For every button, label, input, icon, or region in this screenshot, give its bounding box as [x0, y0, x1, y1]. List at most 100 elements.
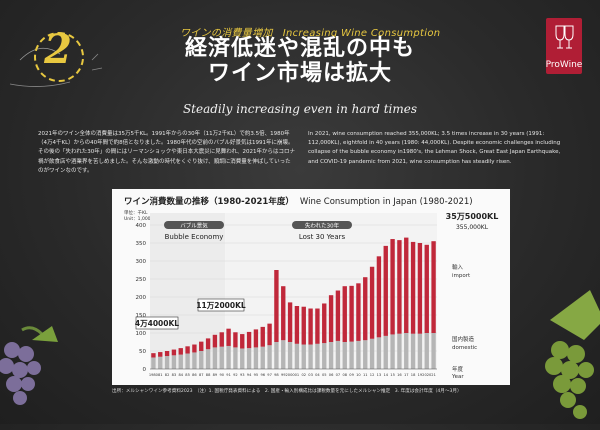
x-tick-label: 07 — [336, 373, 341, 377]
x-tick-label: 10 — [356, 373, 361, 377]
bar-import — [192, 344, 197, 353]
bar-import — [383, 245, 388, 336]
bar-import — [199, 341, 204, 351]
unit-en: Unit：1,000KL — [124, 216, 157, 222]
x-tick-label: 17 — [404, 373, 409, 377]
bar-domestic — [199, 351, 204, 369]
legend-domestic-ja: 国内製造 — [452, 335, 475, 343]
topic-heading: ワインの消費量増加 Increasing Wine Consumption — [180, 24, 440, 39]
x-tick-label: 14 — [383, 373, 388, 377]
x-tick-label: 94 — [247, 373, 252, 377]
bar-import — [226, 328, 231, 346]
callout-1980: 4万4000KL — [135, 319, 179, 328]
bar-domestic — [267, 345, 272, 369]
x-tick-label: 93 — [240, 373, 245, 377]
era-lost-pill — [292, 221, 352, 229]
page-title: 経済低迷や混乱の中も ワイン市場は拡大 — [140, 36, 460, 86]
legend-import-en: import — [452, 273, 471, 279]
bar-import — [185, 346, 190, 354]
bar-domestic — [363, 340, 368, 369]
wine-glass-icon — [555, 25, 574, 49]
bar-domestic — [376, 337, 382, 369]
bar-import — [328, 295, 334, 342]
bar-import — [369, 266, 375, 339]
x-tick-label: 15 — [390, 373, 395, 377]
x-tick-label: 97 — [267, 373, 272, 377]
x-tick-label: 08 — [342, 373, 347, 377]
x-tick-label: 84 — [178, 373, 183, 377]
bar-domestic — [417, 333, 423, 369]
legend-import-ja: 輸入 — [452, 263, 464, 271]
callout-2021-sub: 355,000KL — [456, 224, 489, 231]
bar-domestic — [178, 354, 183, 369]
section-number: 2 — [44, 26, 72, 73]
bar-import — [363, 277, 368, 341]
bar-import — [390, 239, 395, 335]
bar-import — [178, 348, 183, 355]
bar-domestic — [164, 356, 170, 369]
bar-import — [404, 237, 409, 333]
bar-import — [219, 332, 224, 347]
y-tick-label: 250 — [136, 277, 147, 283]
bar-import — [424, 244, 429, 333]
bar-import — [356, 283, 361, 341]
y-tick-label: 300 — [136, 259, 147, 265]
callout-1991: 11万2000KL — [196, 301, 246, 310]
x-tick-label: 82 — [165, 373, 170, 377]
bar-import — [431, 241, 436, 333]
era-bubble-pill — [164, 221, 224, 229]
bar-import — [274, 270, 279, 342]
bar-domestic — [301, 344, 306, 369]
x-tick-label: 86 — [192, 373, 197, 377]
bar-domestic — [226, 345, 231, 369]
x-tick-label: 99 — [281, 373, 286, 377]
bar-import — [240, 334, 245, 349]
x-tick-label: 04 — [315, 373, 320, 377]
bar-domestic — [390, 334, 395, 369]
x-tick-label: 18 — [411, 373, 416, 377]
topic-ja: ワインの消費量増加 — [180, 28, 273, 39]
bar-domestic — [171, 355, 177, 369]
bar-import — [171, 349, 177, 356]
x-tick-label: 98 — [274, 373, 279, 377]
bar-import — [281, 286, 286, 341]
x-tick-label: 89 — [213, 373, 218, 377]
x-tick-label: 06 — [329, 373, 334, 377]
x-tick-label: 21 — [431, 373, 436, 377]
x-tick-label: 1980 — [149, 373, 159, 377]
x-tick-label: 2000 — [286, 373, 296, 377]
era-bubble-bg — [150, 213, 226, 369]
bar-domestic — [431, 333, 436, 369]
bar-domestic — [151, 357, 156, 369]
bar-domestic — [315, 343, 320, 369]
bar-domestic — [308, 344, 313, 369]
source-note: 出所：メルシャンワイン参考資料2023 （注）1. 国税庁発表資料による 2. … — [112, 389, 462, 394]
bar-import — [315, 308, 320, 344]
callout-2021: 35万5000KL — [446, 212, 499, 221]
bar-domestic — [328, 342, 334, 369]
y-tick-label: 100 — [136, 331, 147, 337]
bar-import — [212, 334, 218, 348]
bar-domestic — [281, 340, 286, 369]
bar-import — [151, 353, 156, 358]
x-tick-label: 13 — [377, 373, 382, 377]
bar-domestic — [404, 333, 409, 369]
y-tick-label: 150 — [136, 313, 147, 319]
bar-import — [253, 329, 259, 348]
title-line1: 経済低迷や混乱の中も — [184, 36, 415, 61]
era-bubble-en: Bubble Economy — [165, 233, 224, 241]
era-bubble-ja: バブル景気 — [180, 222, 208, 230]
x-tick-label: 85 — [185, 373, 190, 377]
x-tick-label: 11 — [363, 373, 368, 377]
y-tick-label: 50 — [139, 349, 146, 355]
bar-import — [335, 290, 341, 341]
chart-title-en: Wine Consumption in Japan (1980-2021) — [299, 197, 473, 207]
title-line2: ワイン市場は拡大 — [207, 61, 392, 86]
bar-domestic — [410, 333, 416, 369]
axis-label-en: Year — [451, 374, 464, 380]
bar-import — [260, 326, 265, 347]
chart-title-ja: ワイン消費数量の推移（1980-2021年度） — [124, 197, 294, 207]
bar-domestic — [233, 347, 238, 369]
x-tick-label: 02 — [301, 373, 306, 377]
bar-domestic — [212, 347, 218, 369]
